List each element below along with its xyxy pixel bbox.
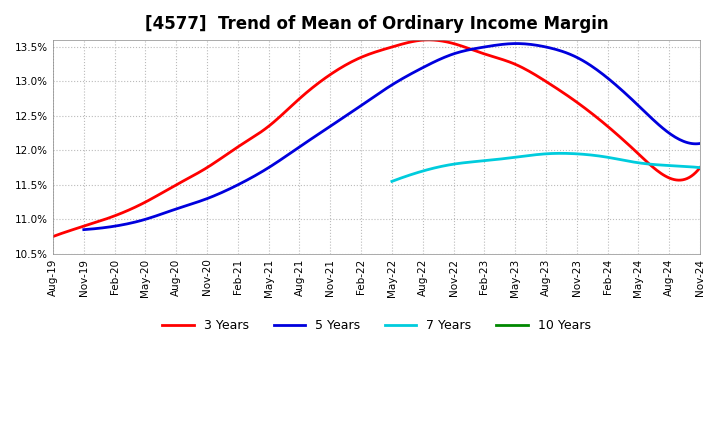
7 Years: [577, 151, 586, 157]
Line: 5 Years: 5 Years: [84, 44, 700, 230]
3 Years: [637, 154, 646, 159]
3 Years: [51, 233, 60, 238]
Line: 7 Years: 7 Years: [392, 153, 700, 181]
7 Years: [387, 179, 396, 184]
7 Years: [668, 163, 677, 169]
3 Years: [434, 38, 443, 43]
5 Years: [79, 227, 88, 232]
3 Years: [49, 234, 58, 239]
Line: 3 Years: 3 Years: [53, 40, 700, 237]
7 Years: [696, 165, 704, 170]
5 Years: [456, 49, 465, 54]
Title: [4577]  Trend of Mean of Ordinary Income Margin: [4577] Trend of Mean of Ordinary Income …: [145, 15, 608, 33]
5 Years: [512, 41, 521, 46]
5 Years: [81, 227, 90, 232]
3 Years: [447, 40, 456, 46]
5 Years: [444, 53, 453, 59]
3 Years: [696, 165, 704, 170]
7 Years: [572, 151, 580, 157]
3 Years: [436, 38, 445, 44]
7 Years: [389, 178, 397, 183]
5 Years: [446, 52, 455, 58]
7 Years: [571, 151, 580, 156]
3 Years: [426, 37, 434, 43]
Legend: 3 Years, 5 Years, 7 Years, 10 Years: 3 Years, 5 Years, 7 Years, 10 Years: [158, 314, 595, 337]
5 Years: [696, 141, 704, 146]
7 Years: [557, 150, 565, 156]
5 Years: [601, 73, 610, 79]
7 Years: [648, 162, 657, 167]
5 Years: [640, 109, 649, 114]
3 Years: [596, 118, 605, 123]
